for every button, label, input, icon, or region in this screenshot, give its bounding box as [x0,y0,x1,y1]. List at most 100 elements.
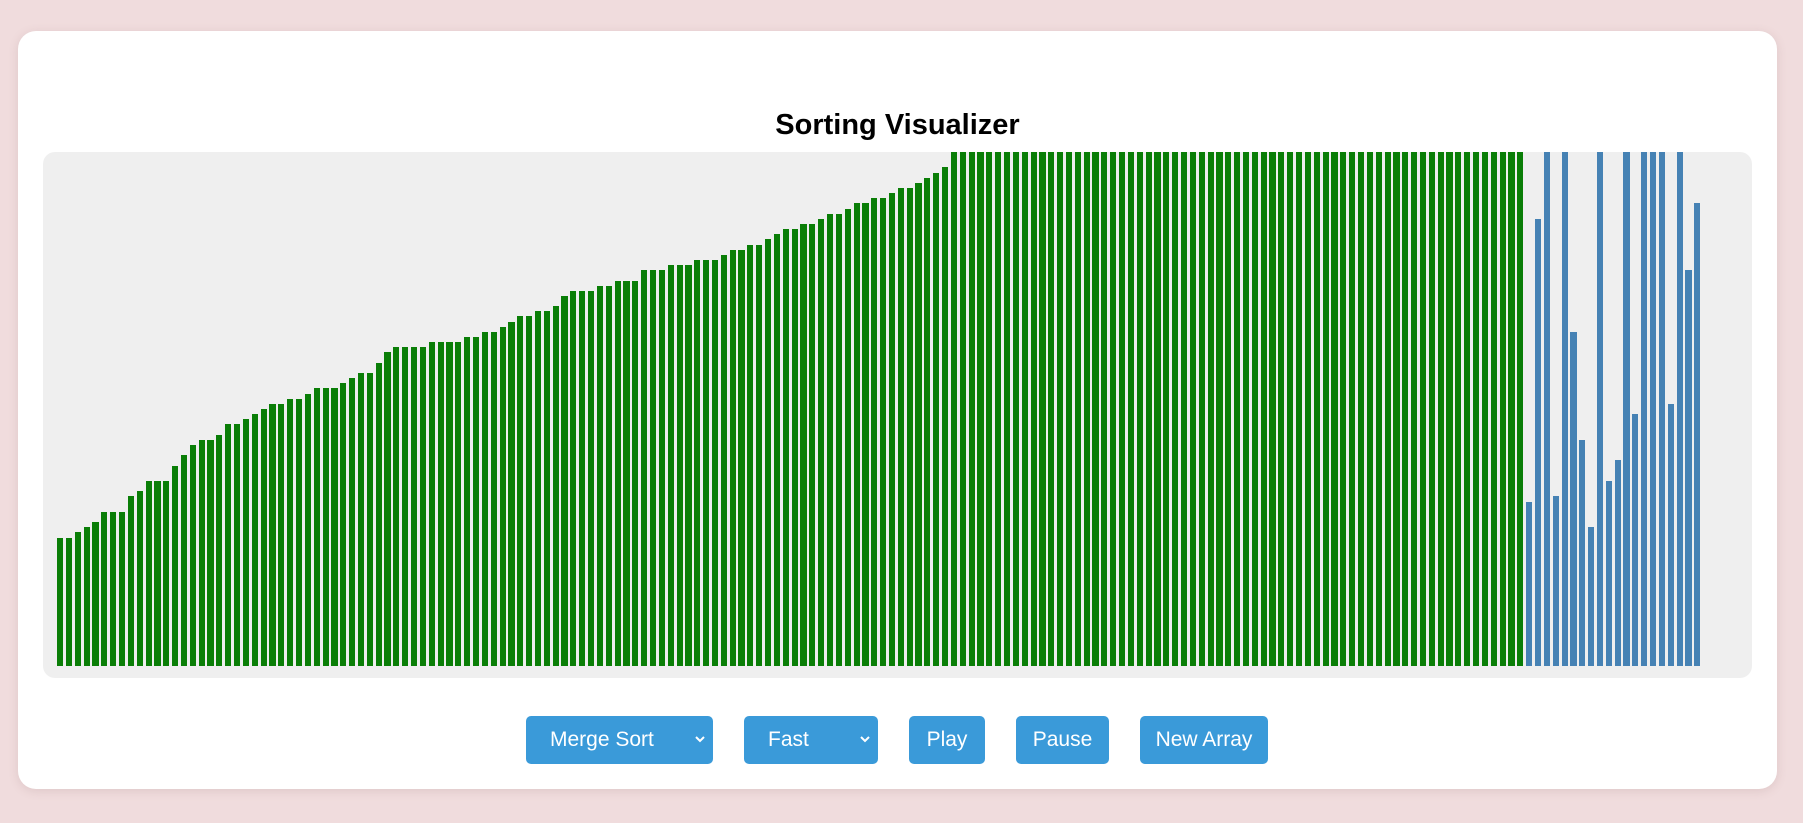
bar-chart-area [43,152,1752,678]
bar [933,172,940,666]
bar [1101,152,1108,666]
bar [172,465,179,666]
bar [561,295,568,666]
bar [384,352,391,666]
bar [278,403,285,666]
bar [1517,152,1524,666]
play-button[interactable]: Play [909,716,985,764]
bar [765,239,772,666]
bar [694,259,701,666]
bar [1225,152,1232,666]
bar [295,398,303,666]
chevron-down-icon [695,736,705,743]
bar [1145,152,1152,666]
bar [818,218,825,666]
bar [357,373,365,666]
bar [419,347,427,666]
bar [791,229,798,666]
bar [1473,152,1480,666]
bar [1490,152,1497,666]
visualizer-card: Sorting Visualizer Merge Sort Fast Play … [18,31,1777,789]
bar [1481,152,1489,666]
bar [1172,152,1179,666]
bar [207,439,214,666]
bar [1234,152,1241,666]
bar [110,511,117,666]
bar [269,403,276,666]
bar [809,223,816,666]
bar [508,321,515,666]
bar [570,290,577,666]
bar [1251,152,1258,666]
bar [1278,152,1285,666]
bar [729,249,736,666]
bar [1650,152,1657,666]
bar [1065,152,1073,666]
bar [720,254,727,666]
bar [260,409,267,666]
bar [322,388,329,666]
bar [1676,152,1683,666]
bar [1384,152,1391,666]
bar [579,290,586,666]
bar [1074,152,1081,666]
bar [1366,152,1373,666]
bar [826,213,834,666]
bars-container [43,152,1752,678]
bar [428,342,435,666]
bar [251,414,258,666]
bar [526,316,533,666]
bar [1057,152,1064,666]
bar [1092,152,1099,666]
bar [649,270,657,666]
bar [464,337,471,666]
bar [844,208,851,666]
bar [959,152,966,666]
speed-select[interactable]: Fast [744,716,878,764]
bar [1658,152,1666,666]
bar [1136,152,1143,666]
bar [1614,460,1621,666]
speed-select-value: Fast [768,728,809,751]
bar [738,249,745,666]
bar [411,347,418,666]
bar [968,152,975,666]
controls-bar: Merge Sort Fast Play Pause New Array [18,716,1777,764]
bar [641,270,648,666]
bar [1083,152,1090,666]
bar [1216,152,1223,666]
bar [942,167,949,666]
bar [145,480,152,666]
bar [1605,480,1612,666]
bar [588,290,595,666]
algorithm-select[interactable]: Merge Sort [526,716,713,764]
bar [1340,152,1347,666]
bar [782,229,789,666]
bar [1632,414,1639,666]
bar [711,259,719,666]
bar [1623,152,1630,666]
pause-button[interactable]: Pause [1016,716,1109,764]
bar [888,193,896,666]
bar [517,316,524,666]
bar [924,177,931,666]
bar [1570,331,1577,666]
algorithm-select-value: Merge Sort [550,728,654,751]
page-title: Sorting Visualizer [775,109,1020,141]
bar [614,280,621,666]
bar [1526,501,1533,666]
bar [1198,152,1205,666]
bar [1446,152,1453,666]
bar [1508,152,1515,666]
bar [534,311,542,666]
bar [57,537,64,666]
bar [552,306,559,666]
bar [1375,152,1382,666]
bar [1543,152,1550,666]
bar [632,280,639,666]
bar [455,342,462,666]
bar [234,424,241,666]
bar [472,337,480,666]
bar [1260,152,1267,666]
new-array-button[interactable]: New Array [1140,716,1268,764]
